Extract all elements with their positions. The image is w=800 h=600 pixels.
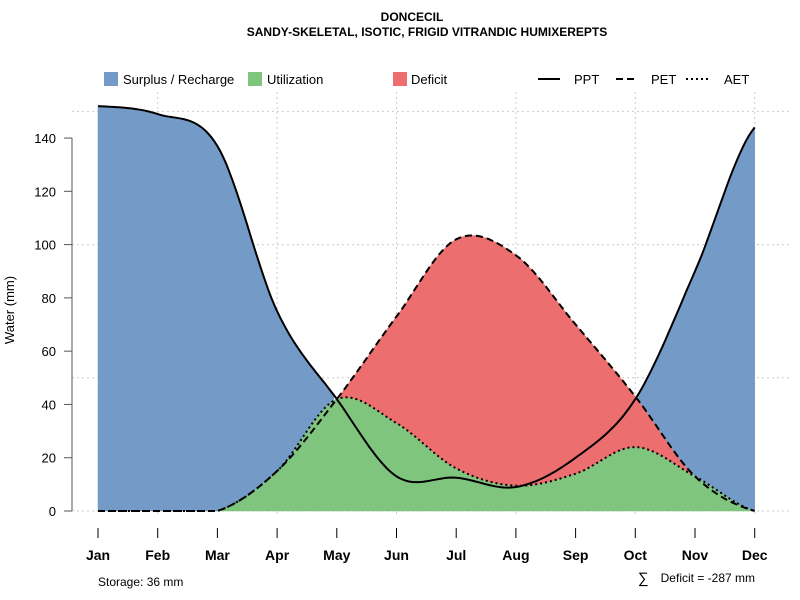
legend-swatch-utilization xyxy=(248,72,262,86)
legend-label-pet: PET xyxy=(651,72,676,87)
series-lines xyxy=(97,105,756,512)
legend-label-utilization: Utilization xyxy=(267,72,323,87)
x-tick-label-nov: Nov xyxy=(682,547,709,563)
series-line-ppt xyxy=(97,105,756,489)
storage-annotation: Storage: 36 mm xyxy=(98,575,183,589)
x-tick-label-dec: Dec xyxy=(742,547,768,563)
y-tick-label: 60 xyxy=(42,344,56,359)
y-tick-label: 40 xyxy=(42,397,56,412)
y-tick-label: 20 xyxy=(42,451,56,466)
legend-label-ppt: PPT xyxy=(574,72,599,87)
legend-label-deficit: Deficit xyxy=(411,72,448,87)
legend-swatch-surplus xyxy=(104,72,118,86)
chart-subtitle: SANDY-SKELETAL, ISOTIC, FRIGID VITRANDIC… xyxy=(247,25,607,39)
x-tick-label-jun: Jun xyxy=(384,547,409,563)
sum-symbol: ∑ xyxy=(638,570,649,587)
x-tick-label-sep: Sep xyxy=(563,547,589,563)
legend-label-surplus: Surplus / Recharge xyxy=(123,72,234,87)
x-tick-label-jul: Jul xyxy=(446,547,466,563)
legend-swatch-deficit xyxy=(393,72,407,86)
series-line-pet xyxy=(98,234,755,512)
y-tick-label: 0 xyxy=(49,504,56,519)
x-tick-label-oct: Oct xyxy=(624,547,648,563)
y-tick-label: 80 xyxy=(42,291,56,306)
legend: Surplus / Recharge Utilization Deficit P… xyxy=(104,72,749,87)
y-tick-label: 100 xyxy=(34,238,56,253)
y-tick-label: 120 xyxy=(34,184,56,199)
series-line-aet xyxy=(98,396,756,512)
area-fills xyxy=(97,105,755,512)
x-tick-label-apr: Apr xyxy=(265,547,290,563)
x-tick-label-jan: Jan xyxy=(86,547,110,563)
deficit-annotation: Deficit = -287 mm xyxy=(661,571,755,585)
x-tick-label-mar: Mar xyxy=(205,547,230,563)
y-axis-label: Water (mm) xyxy=(2,276,17,344)
y-tick-label: 140 xyxy=(34,131,56,146)
legend-label-aet: AET xyxy=(724,72,749,87)
axes: 0 20 40 60 80 100 120 140 Jan Feb Mar Apr May Jun Jul A… xyxy=(34,131,767,563)
chart-title: DONCECIL xyxy=(381,10,444,24)
x-tick-label-feb: Feb xyxy=(145,547,170,563)
x-tick-label-may: May xyxy=(323,547,350,563)
x-tick-label-aug: Aug xyxy=(502,547,529,563)
